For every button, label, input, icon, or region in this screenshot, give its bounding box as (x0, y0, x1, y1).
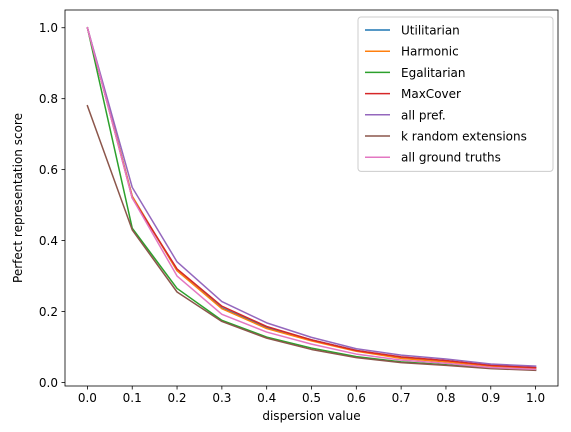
x-tick-label: 0.0 (78, 391, 97, 405)
x-axis-label: dispersion value (262, 409, 360, 423)
legend-label: k random extensions (401, 130, 527, 144)
x-tick-label: 0.6 (347, 391, 366, 405)
x-tick-label: 0.7 (392, 391, 411, 405)
axes-layer: 0.0 0.1 0.2 0.3 0.4 0.5 0.6 0.7 0.8 0.9 1.0 0.0 0.2 0… (39, 9, 559, 405)
legend-label: all ground truths (401, 151, 501, 165)
legend-box (357, 16, 554, 172)
series-line-6 (86, 26, 537, 371)
legend-label: Harmonic (401, 45, 459, 59)
x-tick-label: 1.0 (526, 391, 545, 405)
x-tick-label: 0.2 (167, 391, 186, 405)
legend-label: MaxCover (401, 87, 461, 101)
y-tick-label: 0.2 (39, 305, 58, 319)
x-tick-label: 0.5 (302, 391, 321, 405)
x-tick-label: 0.8 (436, 391, 455, 405)
x-tick-label: 0.1 (123, 391, 142, 405)
y-tick-label: 0.4 (39, 234, 58, 248)
x-tick-label: 0.9 (481, 391, 500, 405)
axis-labels: dispersion value Perfect representation … (11, 113, 361, 423)
y-tick-label: 0.0 (39, 376, 58, 390)
legend-label: Utilitarian (401, 24, 460, 38)
y-axis-label: Perfect representation score (11, 113, 25, 283)
legend: Utilitarian Harmonic Egalitarian MaxCover al… (357, 16, 554, 172)
series-line-4 (86, 26, 537, 367)
legend-label: Egalitarian (401, 66, 466, 80)
y-tick-label: 0.8 (39, 92, 58, 106)
x-tick-label: 0.3 (212, 391, 231, 405)
y-tick-label: 1.0 (39, 21, 58, 35)
y-tick-label: 0.6 (39, 163, 58, 177)
series-line-5 (86, 104, 537, 372)
series-line-3 (86, 26, 537, 369)
x-tick-label: 0.4 (257, 391, 276, 405)
series-layer (86, 26, 537, 372)
legend-label: all pref. (401, 108, 446, 122)
